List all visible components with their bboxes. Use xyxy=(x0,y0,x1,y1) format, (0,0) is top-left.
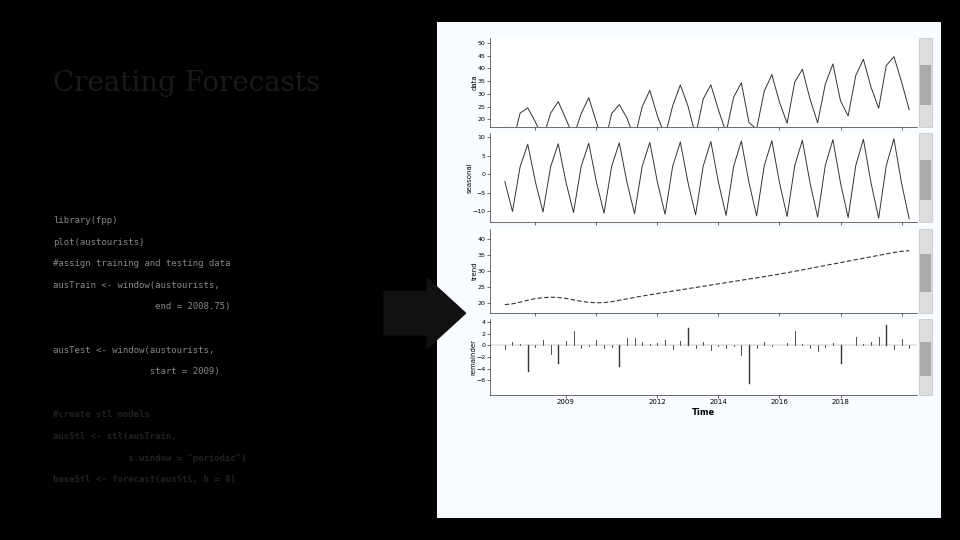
Text: library(fpp): library(fpp) xyxy=(53,216,117,225)
Text: end = 2008.75): end = 2008.75) xyxy=(53,302,230,312)
Y-axis label: remainder: remainder xyxy=(470,339,476,375)
Text: start = 2009): start = 2009) xyxy=(53,367,220,376)
Text: baseStl <- forecast(ausStl, h = 8): baseStl <- forecast(ausStl, h = 8) xyxy=(53,475,235,484)
Text: #assign training and testing data: #assign training and testing data xyxy=(53,259,230,268)
Text: ausTest <- window(austourists,: ausTest <- window(austourists, xyxy=(53,346,214,355)
Y-axis label: seasonal: seasonal xyxy=(467,163,472,193)
FancyBboxPatch shape xyxy=(421,6,956,534)
Text: ausTrain <- window(austourists,: ausTrain <- window(austourists, xyxy=(53,281,220,290)
Text: plot(austourists): plot(austourists) xyxy=(53,238,144,247)
Text: Creating Forecasts: Creating Forecasts xyxy=(53,70,320,97)
X-axis label: Time: Time xyxy=(691,408,715,417)
Y-axis label: data: data xyxy=(471,75,478,90)
Text: s.window = "periodic"): s.window = "periodic") xyxy=(53,454,247,463)
Y-axis label: trend: trend xyxy=(471,261,478,280)
Text: #create stl models: #create stl models xyxy=(53,410,150,420)
Text: ausStl <- stl(ausTrain,: ausStl <- stl(ausTrain, xyxy=(53,432,177,441)
